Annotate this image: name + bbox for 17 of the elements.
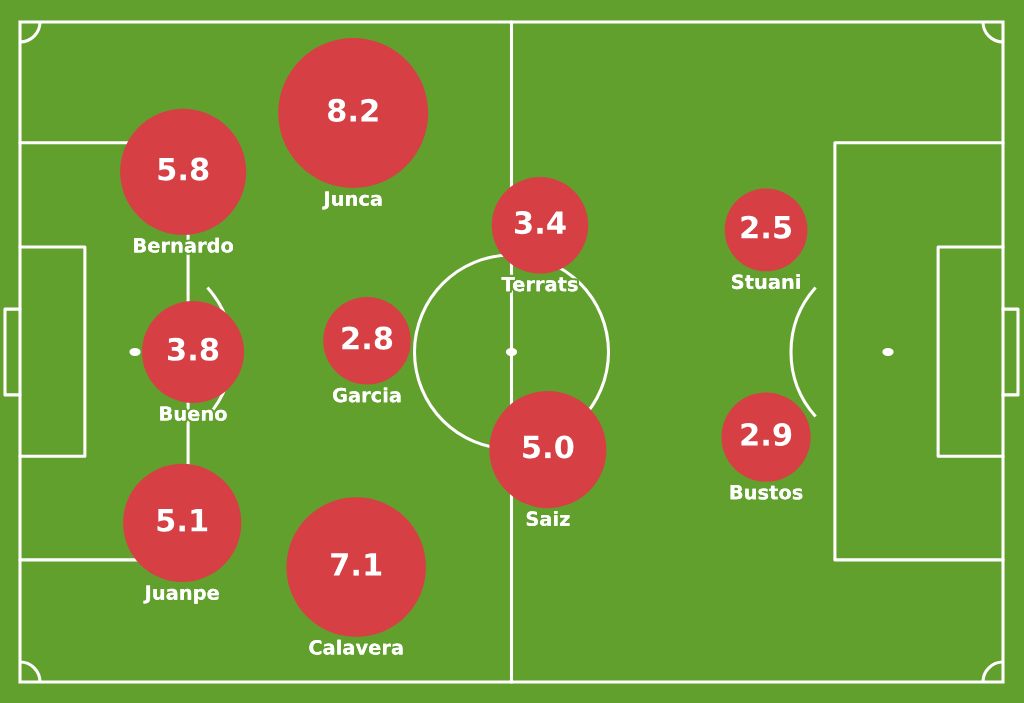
data-label: 8.2 xyxy=(328,98,378,122)
data-label: 3.4 xyxy=(514,211,566,235)
category-label: Calavera xyxy=(309,639,403,655)
category-label: Stuani xyxy=(732,274,800,290)
category-label: Bustos xyxy=(730,485,803,500)
category-label: Saiz xyxy=(526,511,570,527)
data-label: 5.8 xyxy=(158,157,209,181)
category-label: Juanpe xyxy=(143,585,219,604)
category-label: Junca xyxy=(322,191,382,210)
category-label: Garcia xyxy=(332,387,401,403)
data-label: 2.8 xyxy=(342,326,393,350)
data-label: 5.0 xyxy=(523,435,574,459)
data-label: 3.8 xyxy=(167,337,219,361)
data-label: 2.9 xyxy=(741,422,792,447)
data-label: 2.5 xyxy=(741,215,792,239)
data-label: 5.1 xyxy=(157,509,208,532)
data-label: 7.1 xyxy=(331,553,382,576)
